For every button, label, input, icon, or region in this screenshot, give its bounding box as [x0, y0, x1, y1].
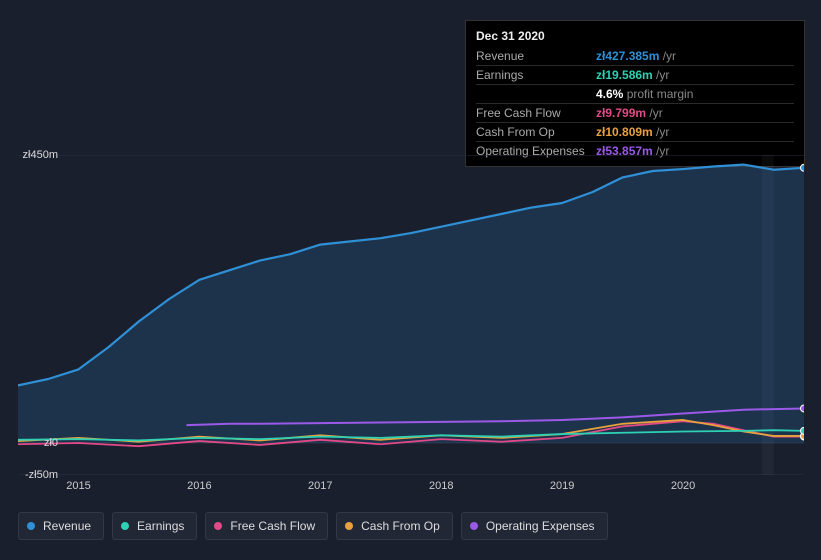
tooltip-row-value: 4.6% profit margin — [596, 85, 794, 104]
y-axis-tick: zł450m — [18, 149, 58, 161]
legend-item[interactable]: Earnings — [112, 512, 197, 540]
tooltip-row-value: zł10.809m /yr — [596, 123, 794, 142]
legend-dot-icon — [470, 522, 478, 530]
legend-dot-icon — [121, 522, 129, 530]
x-axis: 2015 2016 2017 2018 2019 2020 — [18, 480, 804, 498]
tooltip-row-label: Earnings — [476, 66, 596, 85]
legend-label: Operating Expenses — [486, 519, 595, 533]
tooltip-row-value: zł19.586m /yr — [596, 66, 794, 85]
x-axis-tick: 2020 — [671, 480, 695, 492]
tooltip-date: Dec 31 2020 — [476, 27, 794, 47]
hover-tooltip: Dec 31 2020 Revenuezł427.385m /yrEarning… — [465, 20, 805, 167]
legend-label: Cash From Op — [361, 519, 440, 533]
x-axis-tick: 2019 — [550, 480, 574, 492]
tooltip-row-label: Free Cash Flow — [476, 104, 596, 123]
tooltip-row-value: zł9.799m /yr — [596, 104, 794, 123]
legend-label: Revenue — [43, 519, 91, 533]
legend-dot-icon — [27, 522, 35, 530]
tooltip-row-label: Revenue — [476, 47, 596, 66]
y-axis-tick: zł0 — [18, 437, 58, 449]
x-axis-tick: 2017 — [308, 480, 332, 492]
x-axis-tick: 2016 — [187, 480, 211, 492]
legend-dot-icon — [214, 522, 222, 530]
legend-item[interactable]: Revenue — [18, 512, 104, 540]
tooltip-row-label — [476, 85, 596, 104]
tooltip-row-label: Cash From Op — [476, 123, 596, 142]
legend-item[interactable]: Cash From Op — [336, 512, 453, 540]
legend-label: Free Cash Flow — [230, 519, 315, 533]
x-axis-tick: 2015 — [66, 480, 90, 492]
legend-label: Earnings — [137, 519, 184, 533]
line-chart-svg — [18, 155, 804, 475]
tooltip-row-value: zł427.385m /yr — [596, 47, 794, 66]
legend-dot-icon — [345, 522, 353, 530]
tooltip-table: Revenuezł427.385m /yrEarningszł19.586m /… — [476, 47, 794, 160]
legend-item[interactable]: Free Cash Flow — [205, 512, 328, 540]
legend-item[interactable]: Operating Expenses — [461, 512, 608, 540]
chart-area[interactable]: zł450mzł0-zł50m — [18, 155, 804, 475]
x-axis-tick: 2018 — [429, 480, 453, 492]
legend: Revenue Earnings Free Cash Flow Cash From O… — [18, 512, 608, 540]
